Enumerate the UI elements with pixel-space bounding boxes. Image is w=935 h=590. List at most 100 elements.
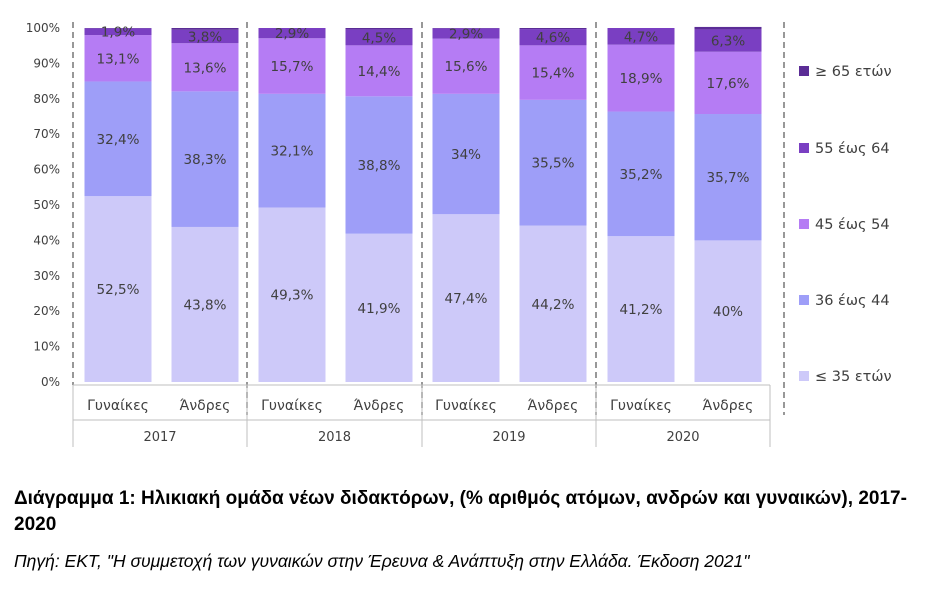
data-label: 44,2% <box>532 297 575 313</box>
chart-legend: ≥ 65 ετών 55 έως 64 45 έως 54 36 έως 44 ≤ 35… <box>799 64 892 385</box>
bar-segment <box>519 28 587 30</box>
bar-segment <box>345 233 413 382</box>
bar-segment <box>84 81 152 197</box>
data-label: 38,8% <box>358 158 401 174</box>
data-label: 38,3% <box>184 152 227 168</box>
bar-segment <box>258 38 326 94</box>
data-label: 47,4% <box>445 291 488 307</box>
data-label: 52,5% <box>97 282 140 298</box>
x-group-label: 2020 <box>666 430 699 445</box>
bar-segment <box>171 28 239 30</box>
bar-segment <box>519 225 587 382</box>
y-tick-label: 10% <box>33 340 60 354</box>
stacked-bar-chart: 0% 10% 20% 30% 40% 50% 60% 70% 80% 90% 100% Γυναίκε… <box>26 21 892 447</box>
bar-segment <box>694 26 762 30</box>
x-category-label: Άνδρες <box>703 398 754 414</box>
y-tick-label: 90% <box>33 56 60 70</box>
y-tick-label: 30% <box>33 269 60 283</box>
bar-segment <box>84 196 152 382</box>
legend-label: ≥ 65 ετών <box>815 64 892 80</box>
legend-swatch <box>799 66 809 76</box>
x-category-label: Γυναίκες <box>87 398 149 414</box>
bar-segment <box>432 28 500 39</box>
legend-label: 36 έως 44 <box>815 293 890 309</box>
bar-segment <box>171 91 239 227</box>
legend-label: ≤ 35 ετών <box>815 369 892 385</box>
x-category-label: Άνδρες <box>180 398 231 414</box>
y-tick-label: 60% <box>33 163 60 177</box>
data-label: 34% <box>451 147 481 163</box>
bar-segment <box>432 93 500 215</box>
x-group-label: 2018 <box>318 430 351 445</box>
data-label: 13,6% <box>184 60 227 76</box>
data-label: 1,9% <box>101 25 135 41</box>
figure-caption: Διάγραμμα 1: Ηλικιακή ομάδα νέων διδακτό… <box>14 488 907 535</box>
data-label: 2,9% <box>275 26 309 42</box>
bar-segment <box>258 28 326 39</box>
data-label: 43,8% <box>184 297 227 313</box>
bar-segment <box>519 99 587 226</box>
bar-segment <box>345 29 413 46</box>
y-tick-label: 0% <box>41 375 60 389</box>
x-group-label: 2019 <box>492 430 525 445</box>
bar-segment <box>607 111 675 237</box>
y-tick-label: 100% <box>26 21 60 35</box>
data-label: 4,6% <box>536 30 570 46</box>
x-category-label: Άνδρες <box>528 398 579 414</box>
data-label: 15,7% <box>271 59 314 75</box>
data-label: 6,3% <box>711 34 745 50</box>
bar-segment <box>171 226 239 382</box>
data-label: 4,5% <box>362 30 396 46</box>
data-label: 35,5% <box>532 156 575 172</box>
bar-segment <box>171 43 239 92</box>
bar-segment <box>432 38 500 94</box>
figure-source: Πηγή: ΕΚΤ, "Η συμμετοχή των γυναικών στη… <box>14 551 750 571</box>
bar-segment <box>345 45 413 97</box>
data-label: 18,9% <box>620 71 663 87</box>
bar-segment <box>694 240 762 382</box>
data-label: 3,8% <box>188 29 222 45</box>
legend-swatch <box>799 143 809 153</box>
x-category-label: Άνδρες <box>354 398 405 414</box>
data-label: 13,1% <box>97 51 140 67</box>
bar-segment <box>694 29 762 52</box>
x-category-label: Γυναίκες <box>435 398 497 414</box>
data-label: 35,2% <box>620 167 663 183</box>
data-label: 41,9% <box>358 301 401 317</box>
bar-segment <box>694 114 762 241</box>
y-tick-label: 20% <box>33 304 60 318</box>
legend-label: 55 έως 64 <box>815 141 890 157</box>
bar-segment <box>607 44 675 112</box>
y-tick-label: 80% <box>33 92 60 106</box>
data-label: 2,9% <box>449 26 483 42</box>
bar-segment <box>258 207 326 382</box>
legend-swatch <box>799 219 809 229</box>
data-label: 15,4% <box>532 66 575 82</box>
bar-segment <box>258 93 326 208</box>
bar-segment <box>432 214 500 382</box>
chart-bars <box>84 26 762 382</box>
y-tick-label: 40% <box>33 233 60 247</box>
chart-data-labels: 52,5% 32,4% 13,1% 1,9% 43,8% 38,3% 13,6% 3,8% 49… <box>97 25 750 320</box>
bar-segment <box>607 28 675 45</box>
bar-segment <box>84 35 152 82</box>
data-label: 41,2% <box>620 302 663 318</box>
data-label: 32,4% <box>97 132 140 148</box>
bar-segment <box>519 29 587 46</box>
bar-segment <box>519 45 587 100</box>
data-label: 15,6% <box>445 59 488 75</box>
bar-segment <box>84 28 152 36</box>
data-label: 17,6% <box>707 76 750 92</box>
bar-segment <box>345 28 413 30</box>
legend-swatch <box>799 295 809 305</box>
data-label: 32,1% <box>271 144 314 160</box>
bar-segment <box>607 236 675 382</box>
data-label: 49,3% <box>271 288 314 304</box>
data-label: 14,4% <box>358 64 401 80</box>
legend-swatch <box>799 371 809 381</box>
bar-segment <box>345 96 413 234</box>
legend-label: 45 έως 54 <box>815 217 890 233</box>
data-label: 4,7% <box>624 29 658 45</box>
y-tick-label: 50% <box>33 198 60 212</box>
y-tick-label: 70% <box>33 127 60 141</box>
